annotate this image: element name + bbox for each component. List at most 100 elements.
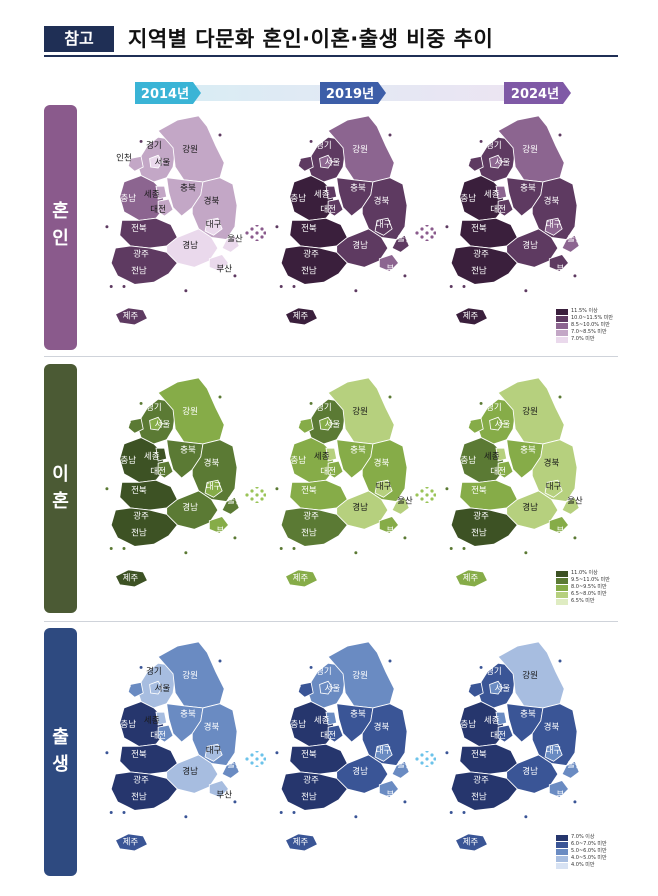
region-강원: [157, 641, 225, 709]
region-label: 충북: [180, 710, 196, 720]
region-경남: [506, 754, 559, 794]
legend-swatch: [556, 862, 568, 869]
region-label: 대전: [320, 204, 336, 215]
region-label: 제주: [293, 312, 309, 322]
region-label: 인천: [286, 153, 302, 164]
region-label: 세종: [484, 716, 500, 726]
region-label: 세종: [314, 190, 330, 200]
region-label: 경북: [204, 721, 220, 732]
region-경북: [531, 177, 578, 241]
region-울산: [391, 760, 410, 779]
region-label: 광주: [473, 511, 489, 522]
region-전남: [450, 507, 518, 547]
region-label: 전북: [471, 223, 487, 234]
region-label: 인천: [456, 153, 472, 164]
region-전북: [459, 217, 518, 249]
legend-label: 5.0~6.0% 미만: [571, 848, 607, 854]
region-전북: [119, 743, 178, 775]
legend-item: 9.5~11.0% 미만: [556, 577, 610, 584]
region-서울: [489, 154, 503, 169]
region-label: 강원: [522, 406, 538, 417]
region-경북: [191, 703, 238, 767]
region-label: 광주: [133, 249, 149, 260]
island-dot: [309, 401, 313, 405]
region-인천: [127, 417, 144, 434]
region-울산: [221, 496, 240, 515]
region-세종: [495, 711, 508, 726]
island-dot: [275, 487, 279, 491]
region-대구: [374, 479, 393, 498]
year-label: 2019년: [326, 87, 374, 102]
region-label: 경남: [182, 766, 198, 777]
legend-label: 11.5% 이상: [571, 308, 598, 314]
region-부산: [378, 779, 400, 799]
island-dot: [449, 547, 453, 550]
region-label: 강원: [182, 144, 198, 155]
island-dot: [524, 289, 528, 293]
legend-swatch: [556, 315, 568, 322]
year-label: 2014년: [141, 87, 189, 102]
header-underline: [44, 55, 618, 57]
region-label: 부산: [386, 526, 402, 537]
region-label: 강원: [182, 406, 198, 417]
region-인천: [127, 681, 144, 698]
region-label: 대구: [206, 482, 222, 492]
region-label: 경북: [544, 721, 560, 732]
region-label: 광주: [133, 511, 149, 522]
region-대전: [327, 460, 344, 479]
region-label: 경기: [486, 666, 502, 677]
island-dot: [279, 547, 283, 550]
region-label: 경기: [146, 140, 162, 151]
region-label: 대구: [546, 746, 562, 756]
region-label: 울산: [227, 496, 243, 507]
region-label: 전남: [301, 266, 317, 277]
region-경남: [166, 228, 219, 268]
island-dot: [403, 536, 407, 540]
region-울산: [561, 234, 580, 253]
region-label: 제주: [293, 574, 309, 584]
region-울산: [391, 234, 410, 253]
island-dot: [105, 487, 109, 491]
region-label: 경북: [374, 457, 390, 468]
region-label: 충남: [120, 194, 136, 204]
legend-item: 4.0% 미만: [556, 862, 607, 869]
region-부산: [548, 779, 570, 799]
year-timeline: 2014년 2019년 2024년: [135, 82, 571, 104]
region-label: 부산: [556, 790, 572, 801]
region-제주: [284, 307, 319, 326]
island-dot: [279, 285, 283, 288]
region-대전: [157, 724, 174, 743]
region-label: 충남: [290, 720, 306, 730]
region-경남: [166, 754, 219, 794]
region-경북: [531, 703, 578, 767]
island-dot: [309, 139, 313, 143]
region-경북: [361, 177, 408, 241]
legend-label: 9.5~11.0% 미만: [571, 577, 610, 583]
region-인천: [467, 155, 484, 172]
region-대구: [374, 217, 393, 236]
region-label: 경기: [316, 140, 332, 151]
region-부산: [548, 515, 570, 535]
legend-swatch: [556, 598, 568, 605]
island-dot: [524, 815, 528, 819]
region-label: 경북: [544, 457, 560, 468]
island-dot: [122, 285, 126, 288]
region-label: 경남: [182, 240, 198, 251]
region-대구: [204, 217, 223, 236]
island-dot: [122, 547, 126, 550]
region-label: 충남: [460, 456, 476, 466]
region-label: 전북: [301, 485, 317, 496]
legend-item: 6.5~8.0% 미만: [556, 591, 610, 598]
region-label: 세종: [314, 716, 330, 726]
region-전남: [450, 245, 518, 285]
island-dot: [105, 751, 109, 755]
region-전북: [289, 743, 348, 775]
region-제주: [114, 307, 149, 326]
region-label: 부산: [556, 526, 572, 537]
region-서울: [319, 680, 333, 695]
region-경북: [191, 439, 238, 503]
region-울산: [561, 760, 580, 779]
island-dot: [573, 536, 577, 540]
region-label: 충남: [290, 194, 306, 204]
